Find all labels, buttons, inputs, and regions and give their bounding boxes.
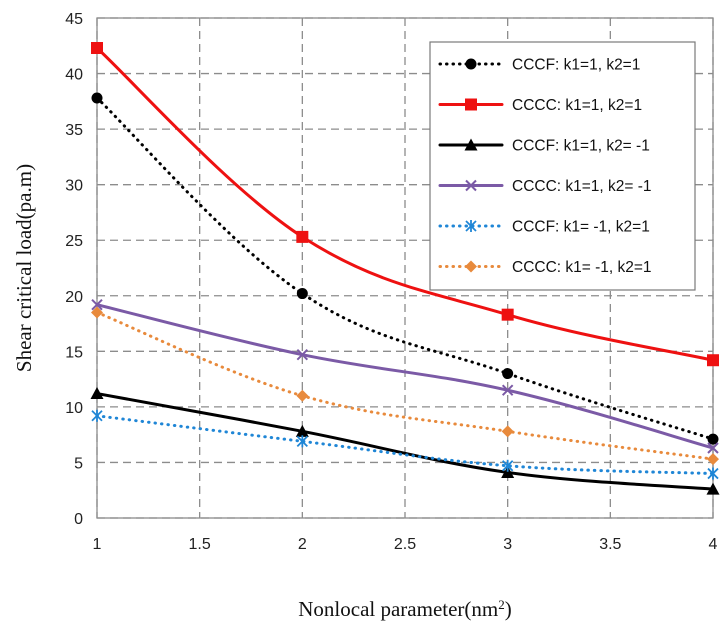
legend-label: CCCF: k1= -1, k2=1 <box>512 219 650 236</box>
y-tick-label: 40 <box>65 67 83 84</box>
series-line <box>95 414 715 476</box>
data-point <box>91 409 103 422</box>
data-point <box>501 465 515 478</box>
legend-item: CCCC: k1=1, k2=1 <box>438 97 642 114</box>
legend-marker <box>465 98 477 111</box>
legend-label: CCCF: k1=1, k2=1 <box>512 57 640 74</box>
legend-marker <box>465 58 477 70</box>
x-axis-title: Nonlocal parameter(nm2) <box>298 597 512 622</box>
y-tick-label: 15 <box>65 344 83 361</box>
data-point <box>501 308 514 321</box>
data-point <box>295 424 309 437</box>
series-4 <box>91 298 719 454</box>
data-point <box>91 298 103 311</box>
y-tick-labels: 0 5 10 15 20 25 30 35 40 45 <box>65 11 83 528</box>
legend-marker <box>465 260 477 273</box>
data-point <box>707 442 719 454</box>
data-point <box>502 368 514 380</box>
series-3 <box>90 387 720 495</box>
y-tick-label: 5 <box>74 455 83 472</box>
x-tick-label: 2 <box>298 536 307 553</box>
series-line <box>95 303 715 450</box>
x-tick-labels: 1 1.5 2 2.5 3 3.5 4 <box>93 536 718 553</box>
data-point <box>296 435 308 448</box>
x-tick-label: 2.5 <box>394 536 416 553</box>
data-point <box>502 459 514 472</box>
data-point <box>501 384 514 396</box>
legend-item: CCCC: k1=1, k2= -1 <box>438 178 652 195</box>
data-point <box>707 467 719 480</box>
series-5 <box>91 409 719 480</box>
y-tick-label: 45 <box>65 11 83 28</box>
data-point <box>296 230 309 243</box>
legend-label: CCCC: k1=1, k2=1 <box>512 97 642 114</box>
x-axis-title-sup: 2 <box>498 597 505 612</box>
data-point <box>91 92 103 104</box>
data-point <box>707 354 719 367</box>
series-line <box>95 392 715 491</box>
data-point <box>296 389 309 402</box>
series-line <box>95 96 715 441</box>
legend-box <box>429 41 696 291</box>
data-point <box>706 482 720 495</box>
series-layer <box>90 42 720 495</box>
x-tick-label: 3 <box>503 536 512 553</box>
x-tick-label: 4 <box>709 536 718 553</box>
x-axis-title-end: ) <box>505 597 512 621</box>
data-point <box>296 288 308 300</box>
series-line <box>95 310 715 461</box>
legend-label: CCCC: k1=1, k2= -1 <box>512 178 652 195</box>
data-point <box>707 433 719 445</box>
y-tick-label: 25 <box>65 233 83 250</box>
y-tick-label: 0 <box>74 511 83 528</box>
legend-marker <box>464 138 478 151</box>
legend-marker <box>465 179 477 192</box>
x-tick-label: 1.5 <box>189 536 211 553</box>
legend-item: CCCF: k1= -1, k2=1 <box>438 219 650 236</box>
legend-marker <box>465 220 477 232</box>
x-tick-label: 3.5 <box>599 536 621 553</box>
series-6 <box>91 306 719 466</box>
data-point <box>90 387 104 400</box>
y-axis-title: Shear critical load(pa.m) <box>12 164 36 372</box>
data-point <box>91 306 103 319</box>
data-point <box>91 42 103 54</box>
plot-frame <box>96 17 714 519</box>
y-tick-label: 10 <box>65 400 83 417</box>
legend-label: CCCF: k1=1, k2= -1 <box>512 138 650 155</box>
x-tick-label: 1 <box>93 536 102 553</box>
y-tick-label: 20 <box>65 289 83 306</box>
legend: CCCF: k1=1, k2=1 CCCC: k1=1, k2=1 CCCF: k1… <box>429 41 696 291</box>
y-tick-label: 30 <box>65 178 83 195</box>
legend-item: CCCC: k1= -1, k2=1 <box>438 259 652 276</box>
series-2 <box>91 42 719 367</box>
y-tick-label: 35 <box>65 122 83 139</box>
legend-item: CCCF: k1=1, k2=1 <box>438 57 640 74</box>
series-1 <box>91 92 719 445</box>
series-line <box>95 46 715 362</box>
legend-item: CCCF: k1=1, k2= -1 <box>438 138 650 155</box>
data-point <box>296 348 309 361</box>
data-point <box>501 425 514 438</box>
legend-label: CCCC: k1= -1, k2=1 <box>512 259 652 276</box>
data-point <box>707 453 719 466</box>
x-axis-title-text: Nonlocal parameter(nm <box>298 597 498 621</box>
